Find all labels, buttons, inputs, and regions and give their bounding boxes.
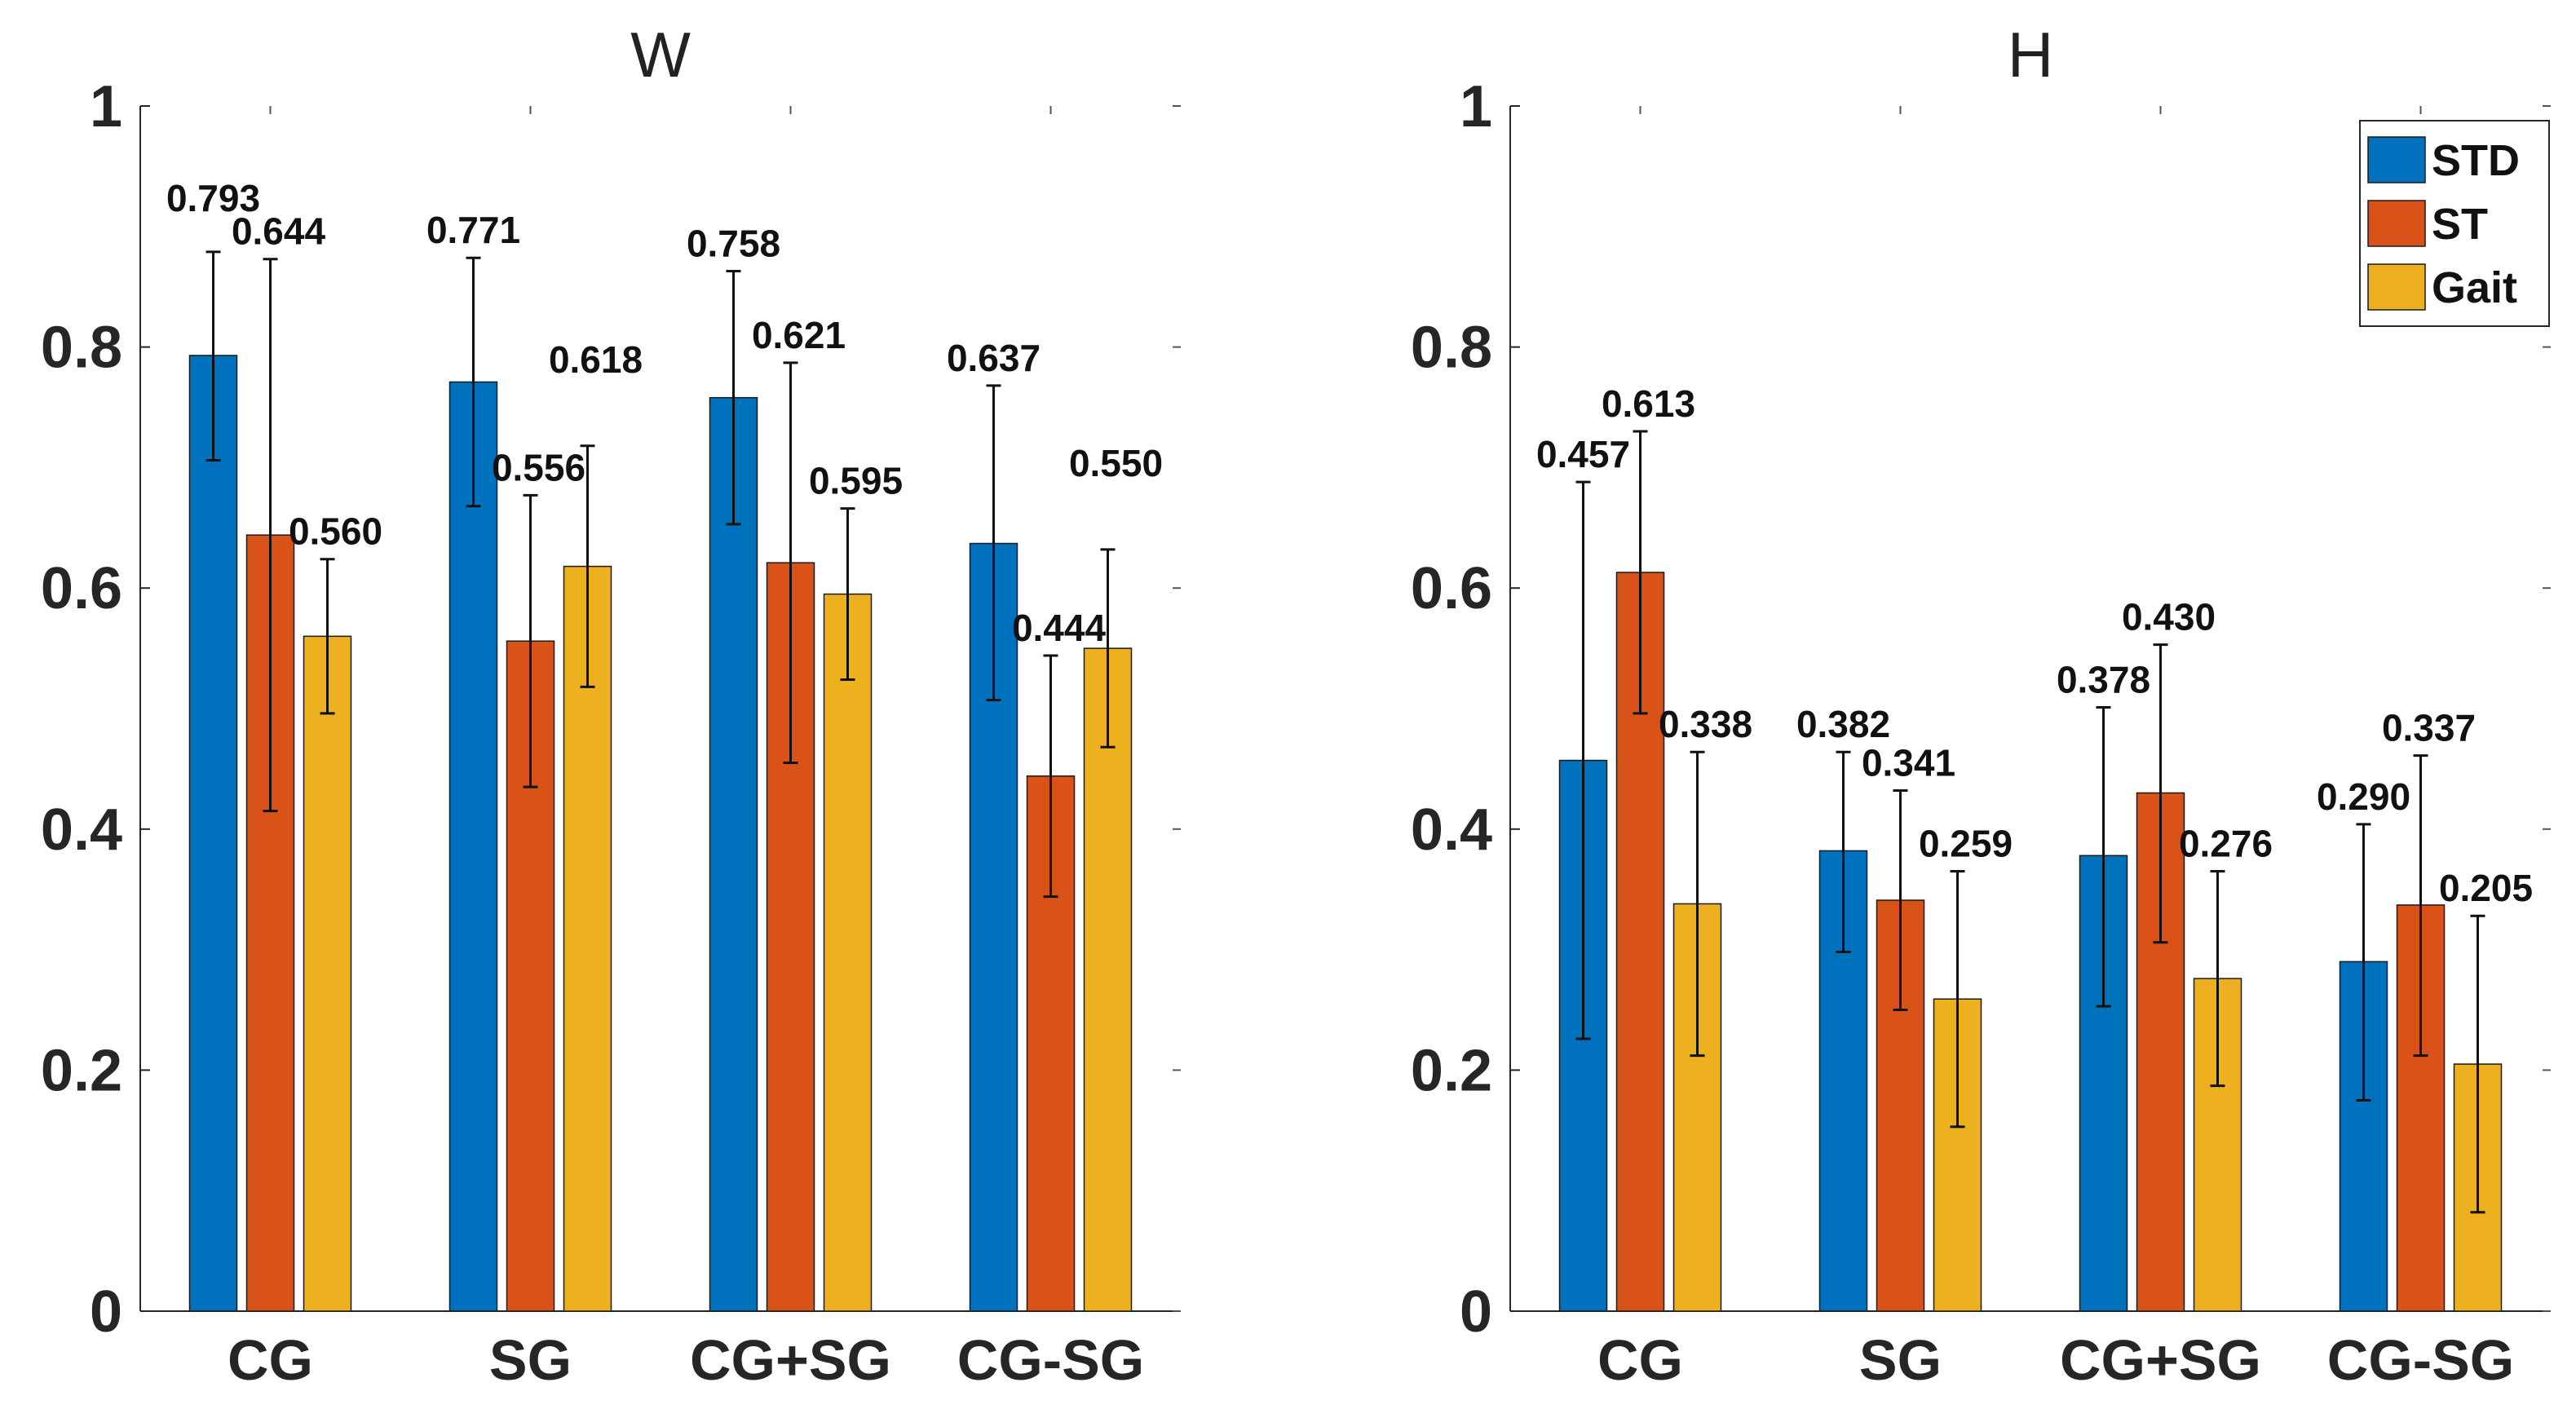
data-label: 0.457 xyxy=(1536,433,1630,475)
y-tick-label: 1 xyxy=(90,74,122,139)
data-label: 0.378 xyxy=(2057,659,2150,701)
data-label: 0.613 xyxy=(1602,382,1695,425)
legend-swatch-std xyxy=(2367,136,2426,183)
x-tick-label: CG+SG xyxy=(690,1328,891,1392)
data-label: 0.430 xyxy=(2122,596,2216,638)
data-label: 0.556 xyxy=(492,446,585,488)
x-tick-label: CG+SG xyxy=(2060,1328,2261,1392)
x-tick-label: CG-SG xyxy=(2327,1328,2514,1392)
x-tick-label: CG xyxy=(228,1328,313,1392)
y-tick-label: 0.4 xyxy=(1411,797,1492,863)
data-label: 0.618 xyxy=(549,338,643,381)
data-label: 0.550 xyxy=(1069,442,1163,484)
data-label: 0.337 xyxy=(2382,707,2476,749)
bar-std xyxy=(448,381,498,1312)
bar-gait xyxy=(563,565,612,1312)
bar-std xyxy=(188,355,238,1312)
data-label: 0.758 xyxy=(687,222,780,264)
bar-gait xyxy=(303,635,352,1312)
y-tick-label: 0.8 xyxy=(1411,316,1492,381)
data-label: 0.205 xyxy=(2439,867,2533,909)
bar-gait xyxy=(823,593,873,1312)
data-label: 0.644 xyxy=(232,210,326,253)
data-label: 0.621 xyxy=(752,314,846,356)
data-label: 0.290 xyxy=(2317,775,2410,818)
y-tick-label: 0.6 xyxy=(41,556,122,621)
legend-label: ST xyxy=(2432,200,2488,249)
bar-st xyxy=(245,534,295,1312)
data-label: 0.338 xyxy=(1659,703,1752,745)
data-label: 0.341 xyxy=(1862,742,1955,784)
y-tick-label: 0.6 xyxy=(1411,556,1492,621)
data-label: 0.771 xyxy=(426,209,520,251)
bar-std xyxy=(709,396,758,1312)
chart-w: W 0 0.2 0.4 0.6 0.8 1 CG SG CG+SG CG-SG 0.793 0.771 0… xyxy=(41,19,1181,1392)
x-tick-label: CG-SG xyxy=(957,1328,1144,1392)
data-label: 0.382 xyxy=(1796,703,1890,745)
legend-label: STD xyxy=(2432,136,2520,185)
legend-swatch-st xyxy=(2367,200,2426,247)
data-label: 0.595 xyxy=(809,460,903,502)
data-label: 0.560 xyxy=(289,510,382,553)
y-tick-label: 0 xyxy=(1460,1279,1492,1345)
y-tick-label: 1 xyxy=(1460,74,1492,139)
data-label: 0.793 xyxy=(166,177,260,219)
data-label: 0.637 xyxy=(947,337,1041,379)
bar-gait xyxy=(1083,647,1133,1312)
y-tick-label: 0.2 xyxy=(1411,1038,1492,1103)
y-tick-label: 0.2 xyxy=(41,1038,122,1103)
chart-title: H xyxy=(2008,19,2053,91)
data-label: 0.259 xyxy=(1919,823,2013,865)
y-tick-label: 0.8 xyxy=(41,316,122,381)
x-tick-label: CG xyxy=(1597,1328,1683,1392)
data-label: 0.444 xyxy=(1012,607,1107,649)
chart-title: W xyxy=(630,19,691,91)
legend-swatch-gait xyxy=(2367,263,2426,311)
y-tick-label: 0.4 xyxy=(41,797,122,863)
x-tick-label: SG xyxy=(1859,1328,1942,1392)
y-tick-label: 0 xyxy=(90,1279,122,1345)
legend-label: Gait xyxy=(2432,263,2517,312)
data-label: 0.276 xyxy=(2179,823,2273,865)
x-tick-label: SG xyxy=(489,1328,572,1392)
